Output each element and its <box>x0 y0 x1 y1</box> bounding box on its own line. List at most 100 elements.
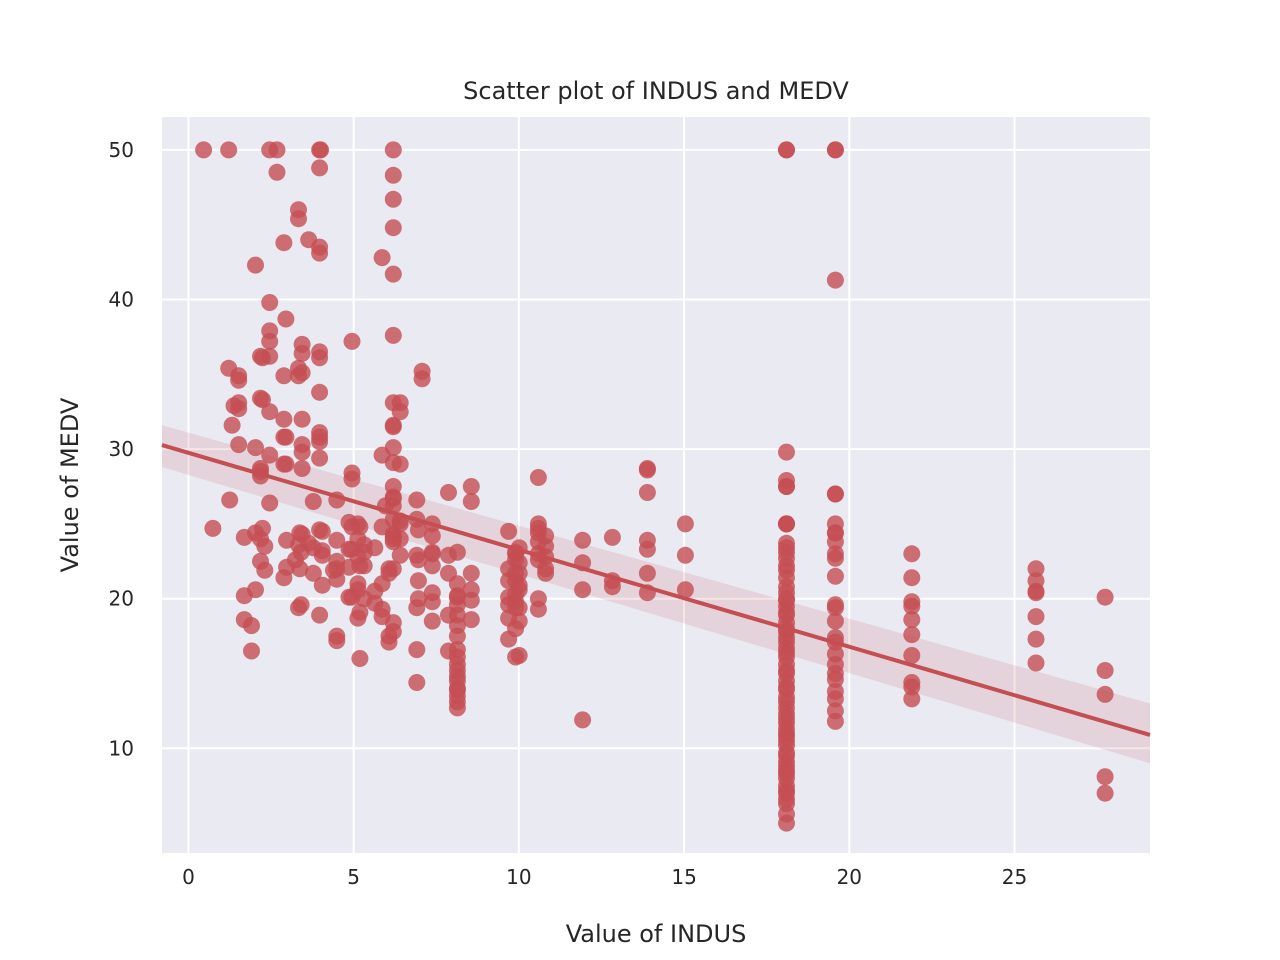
data-point <box>243 642 260 660</box>
data-point <box>230 436 248 454</box>
x-tick-label: 25 <box>1002 865 1027 889</box>
data-point <box>1096 784 1114 802</box>
data-point <box>448 656 466 673</box>
data-point <box>537 564 555 582</box>
data-point <box>826 567 844 585</box>
data-point <box>448 587 466 605</box>
data-point <box>204 519 222 537</box>
data-point <box>778 443 795 461</box>
data-point <box>423 527 441 545</box>
data-point <box>293 410 311 428</box>
data-point <box>275 367 293 385</box>
y-tick-label: 50 <box>109 138 134 162</box>
data-point <box>278 531 296 549</box>
y-tick-label: 30 <box>109 437 134 461</box>
data-point <box>903 611 921 629</box>
data-point <box>413 370 431 388</box>
y-tick-labels: 10 20 30 40 50 <box>109 138 134 760</box>
data-point <box>349 609 367 627</box>
data-point <box>409 551 427 569</box>
data-point <box>256 537 274 555</box>
data-point <box>292 596 310 614</box>
data-point <box>291 560 309 578</box>
data-point <box>529 519 547 537</box>
data-point <box>247 256 264 274</box>
data-point <box>1027 630 1045 648</box>
data-point <box>343 470 361 488</box>
data-point <box>408 674 426 691</box>
data-point <box>778 814 795 832</box>
x-tick-label: 0 <box>182 865 195 889</box>
confidence-band <box>162 425 1150 764</box>
data-point <box>340 540 358 558</box>
y-axis-label: Value of MEDV <box>56 397 84 572</box>
data-point <box>537 537 555 555</box>
data-point <box>221 491 239 509</box>
data-point <box>261 332 279 350</box>
data-point <box>778 557 795 575</box>
regression-line <box>161 443 1151 737</box>
data-point <box>448 575 466 593</box>
data-point <box>1027 608 1045 626</box>
data-point <box>507 620 525 638</box>
data-point <box>366 582 384 600</box>
data-point <box>293 344 311 362</box>
data-point <box>293 443 311 461</box>
x-tick-label: 20 <box>837 865 862 889</box>
data-point <box>340 588 358 606</box>
data-point <box>328 632 346 650</box>
data-point <box>778 753 795 771</box>
data-point <box>380 633 398 651</box>
data-point <box>903 597 921 615</box>
data-point <box>778 644 795 661</box>
data-point <box>343 332 361 350</box>
data-point <box>328 531 346 549</box>
data-point <box>384 418 402 436</box>
grid-lines <box>162 117 1150 853</box>
data-point <box>500 522 518 540</box>
chart-title: Scatter plot of INDUS and MEDV <box>463 77 849 105</box>
confidence-band-area <box>162 425 1150 764</box>
data-point <box>311 433 329 451</box>
data-point <box>373 249 391 267</box>
data-point <box>462 478 480 495</box>
data-point <box>778 478 795 495</box>
data-point <box>778 693 795 711</box>
data-point <box>903 690 921 708</box>
data-point <box>638 540 656 558</box>
data-point <box>311 449 329 467</box>
data-point <box>462 493 480 510</box>
data-point <box>826 656 844 673</box>
data-point <box>1096 768 1114 786</box>
data-point <box>529 600 547 618</box>
y-tick-label: 10 <box>109 736 134 760</box>
data-point <box>1096 685 1114 703</box>
data-point <box>261 446 279 464</box>
data-point <box>311 349 329 367</box>
data-point <box>440 484 457 501</box>
data-point <box>423 593 441 611</box>
data-point <box>290 210 307 228</box>
data-point <box>529 469 547 486</box>
regression-line-group <box>161 443 1151 737</box>
x-tick-label: 5 <box>347 865 360 889</box>
data-point <box>391 455 409 473</box>
x-axis-label: Value of INDUS <box>566 920 747 948</box>
data-points <box>195 141 1114 832</box>
data-point <box>448 699 466 717</box>
data-point <box>311 606 329 624</box>
data-point <box>448 627 466 645</box>
data-point <box>275 410 293 428</box>
data-point <box>778 790 795 808</box>
data-point <box>391 546 409 564</box>
data-point <box>778 569 795 587</box>
data-point <box>384 166 402 184</box>
data-point <box>220 141 238 159</box>
data-point <box>275 234 293 252</box>
data-point <box>304 493 322 510</box>
data-point <box>462 611 480 629</box>
data-point <box>311 159 329 177</box>
data-point <box>778 662 795 679</box>
x-tick-label: 15 <box>671 865 696 889</box>
